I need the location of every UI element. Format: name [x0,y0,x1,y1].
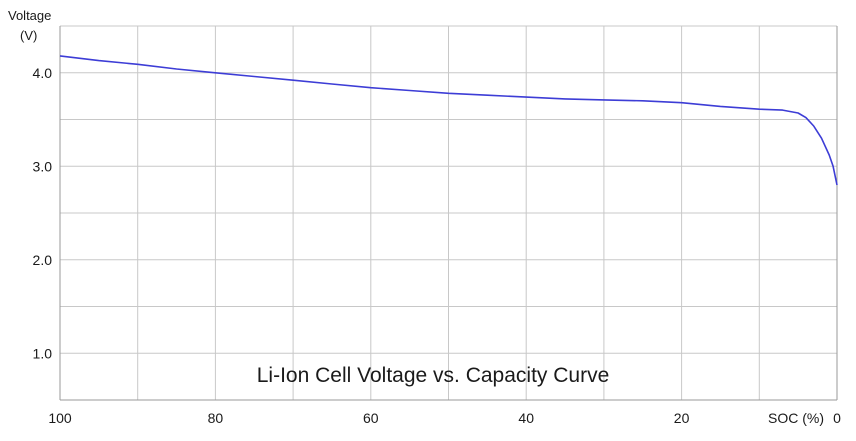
plot-frame [59,26,838,401]
y-tick-labels: 4.0 3.0 2.0 1.0 [33,65,53,362]
series-layer [59,55,838,186]
x-tick-label: 40 [518,410,534,426]
y-tick-label: 1.0 [33,345,53,361]
x-tick-label: 20 [674,410,690,426]
x-tick-label: 80 [208,410,224,426]
x-axis-label: SOC (%) [768,410,824,426]
chart-title: Li-Ion Cell Voltage vs. Capacity Curve [257,364,610,387]
y-axis-label-unit: (V) [20,28,37,43]
series-line-voltage [59,55,838,186]
x-tick-label: 60 [363,410,379,426]
y-axis-label-voltage: Voltage [8,8,51,23]
grid-lines [60,25,837,400]
x-tick-label: 100 [48,410,72,426]
y-tick-label: 4.0 [33,65,53,81]
y-tick-label: 3.0 [33,158,53,174]
x-tick-labels: 100 80 60 40 20 0 [48,410,841,426]
y-tick-label: 2.0 [33,252,53,268]
x-tick-label: 0 [833,410,841,426]
